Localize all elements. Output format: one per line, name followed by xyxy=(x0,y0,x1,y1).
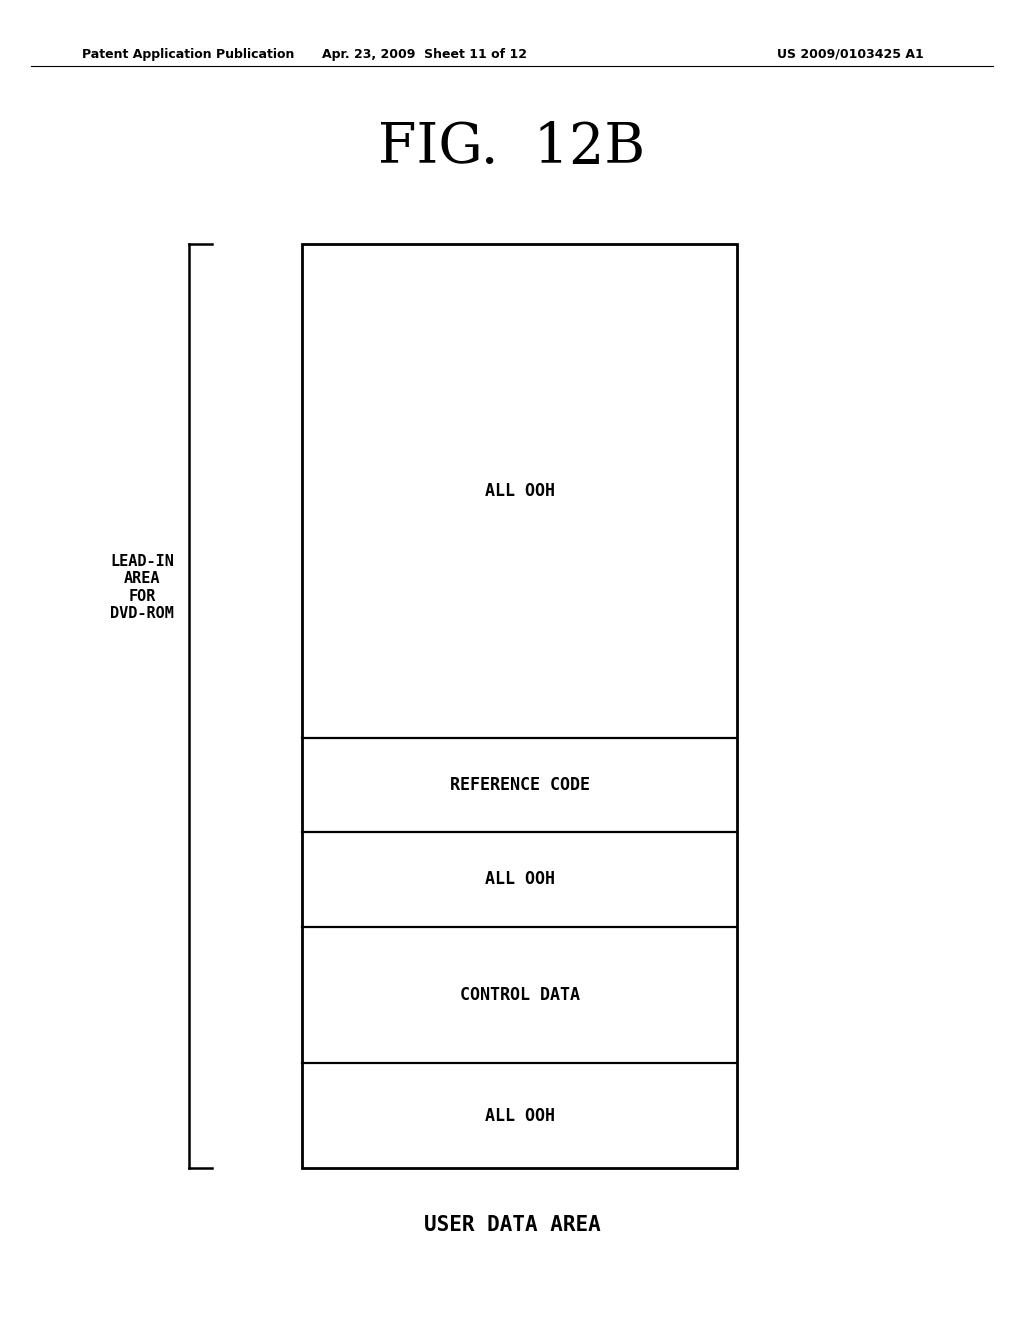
Text: LEAD-IN
AREA
FOR
DVD-ROM: LEAD-IN AREA FOR DVD-ROM xyxy=(111,554,174,620)
Text: ALL OOH: ALL OOH xyxy=(484,482,555,500)
Text: ALL OOH: ALL OOH xyxy=(484,1106,555,1125)
Text: US 2009/0103425 A1: US 2009/0103425 A1 xyxy=(776,48,924,61)
Text: CONTROL DATA: CONTROL DATA xyxy=(460,986,580,1005)
Text: Patent Application Publication: Patent Application Publication xyxy=(82,48,294,61)
Bar xyxy=(302,244,737,1168)
Text: FIG.  12B: FIG. 12B xyxy=(379,120,645,176)
Text: USER DATA AREA: USER DATA AREA xyxy=(424,1214,600,1236)
Text: REFERENCE CODE: REFERENCE CODE xyxy=(450,776,590,793)
Text: ALL OOH: ALL OOH xyxy=(484,870,555,888)
Text: Apr. 23, 2009  Sheet 11 of 12: Apr. 23, 2009 Sheet 11 of 12 xyxy=(323,48,527,61)
